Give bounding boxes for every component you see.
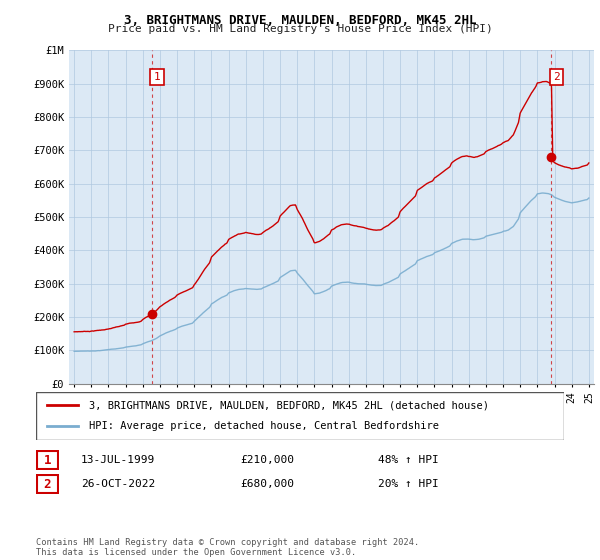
Text: Contains HM Land Registry data © Crown copyright and database right 2024.
This d: Contains HM Land Registry data © Crown c… (36, 538, 419, 557)
Text: 3, BRIGHTMANS DRIVE, MAULDEN, BEDFORD, MK45 2HL: 3, BRIGHTMANS DRIVE, MAULDEN, BEDFORD, M… (124, 14, 476, 27)
Text: Price paid vs. HM Land Registry's House Price Index (HPI): Price paid vs. HM Land Registry's House … (107, 24, 493, 34)
Text: 2: 2 (553, 72, 560, 82)
Text: 3, BRIGHTMANS DRIVE, MAULDEN, BEDFORD, MK45 2HL (detached house): 3, BRIGHTMANS DRIVE, MAULDEN, BEDFORD, M… (89, 400, 489, 410)
Text: 13-JUL-1999: 13-JUL-1999 (81, 455, 155, 465)
FancyBboxPatch shape (36, 392, 564, 440)
Text: 1: 1 (154, 72, 161, 82)
Text: 26-OCT-2022: 26-OCT-2022 (81, 479, 155, 489)
FancyBboxPatch shape (37, 451, 58, 469)
Text: 2: 2 (44, 478, 51, 491)
FancyBboxPatch shape (37, 475, 58, 493)
Text: £680,000: £680,000 (240, 479, 294, 489)
Text: 48% ↑ HPI: 48% ↑ HPI (378, 455, 439, 465)
Text: 20% ↑ HPI: 20% ↑ HPI (378, 479, 439, 489)
Text: 1: 1 (44, 454, 51, 467)
Text: £210,000: £210,000 (240, 455, 294, 465)
Text: HPI: Average price, detached house, Central Bedfordshire: HPI: Average price, detached house, Cent… (89, 421, 439, 431)
